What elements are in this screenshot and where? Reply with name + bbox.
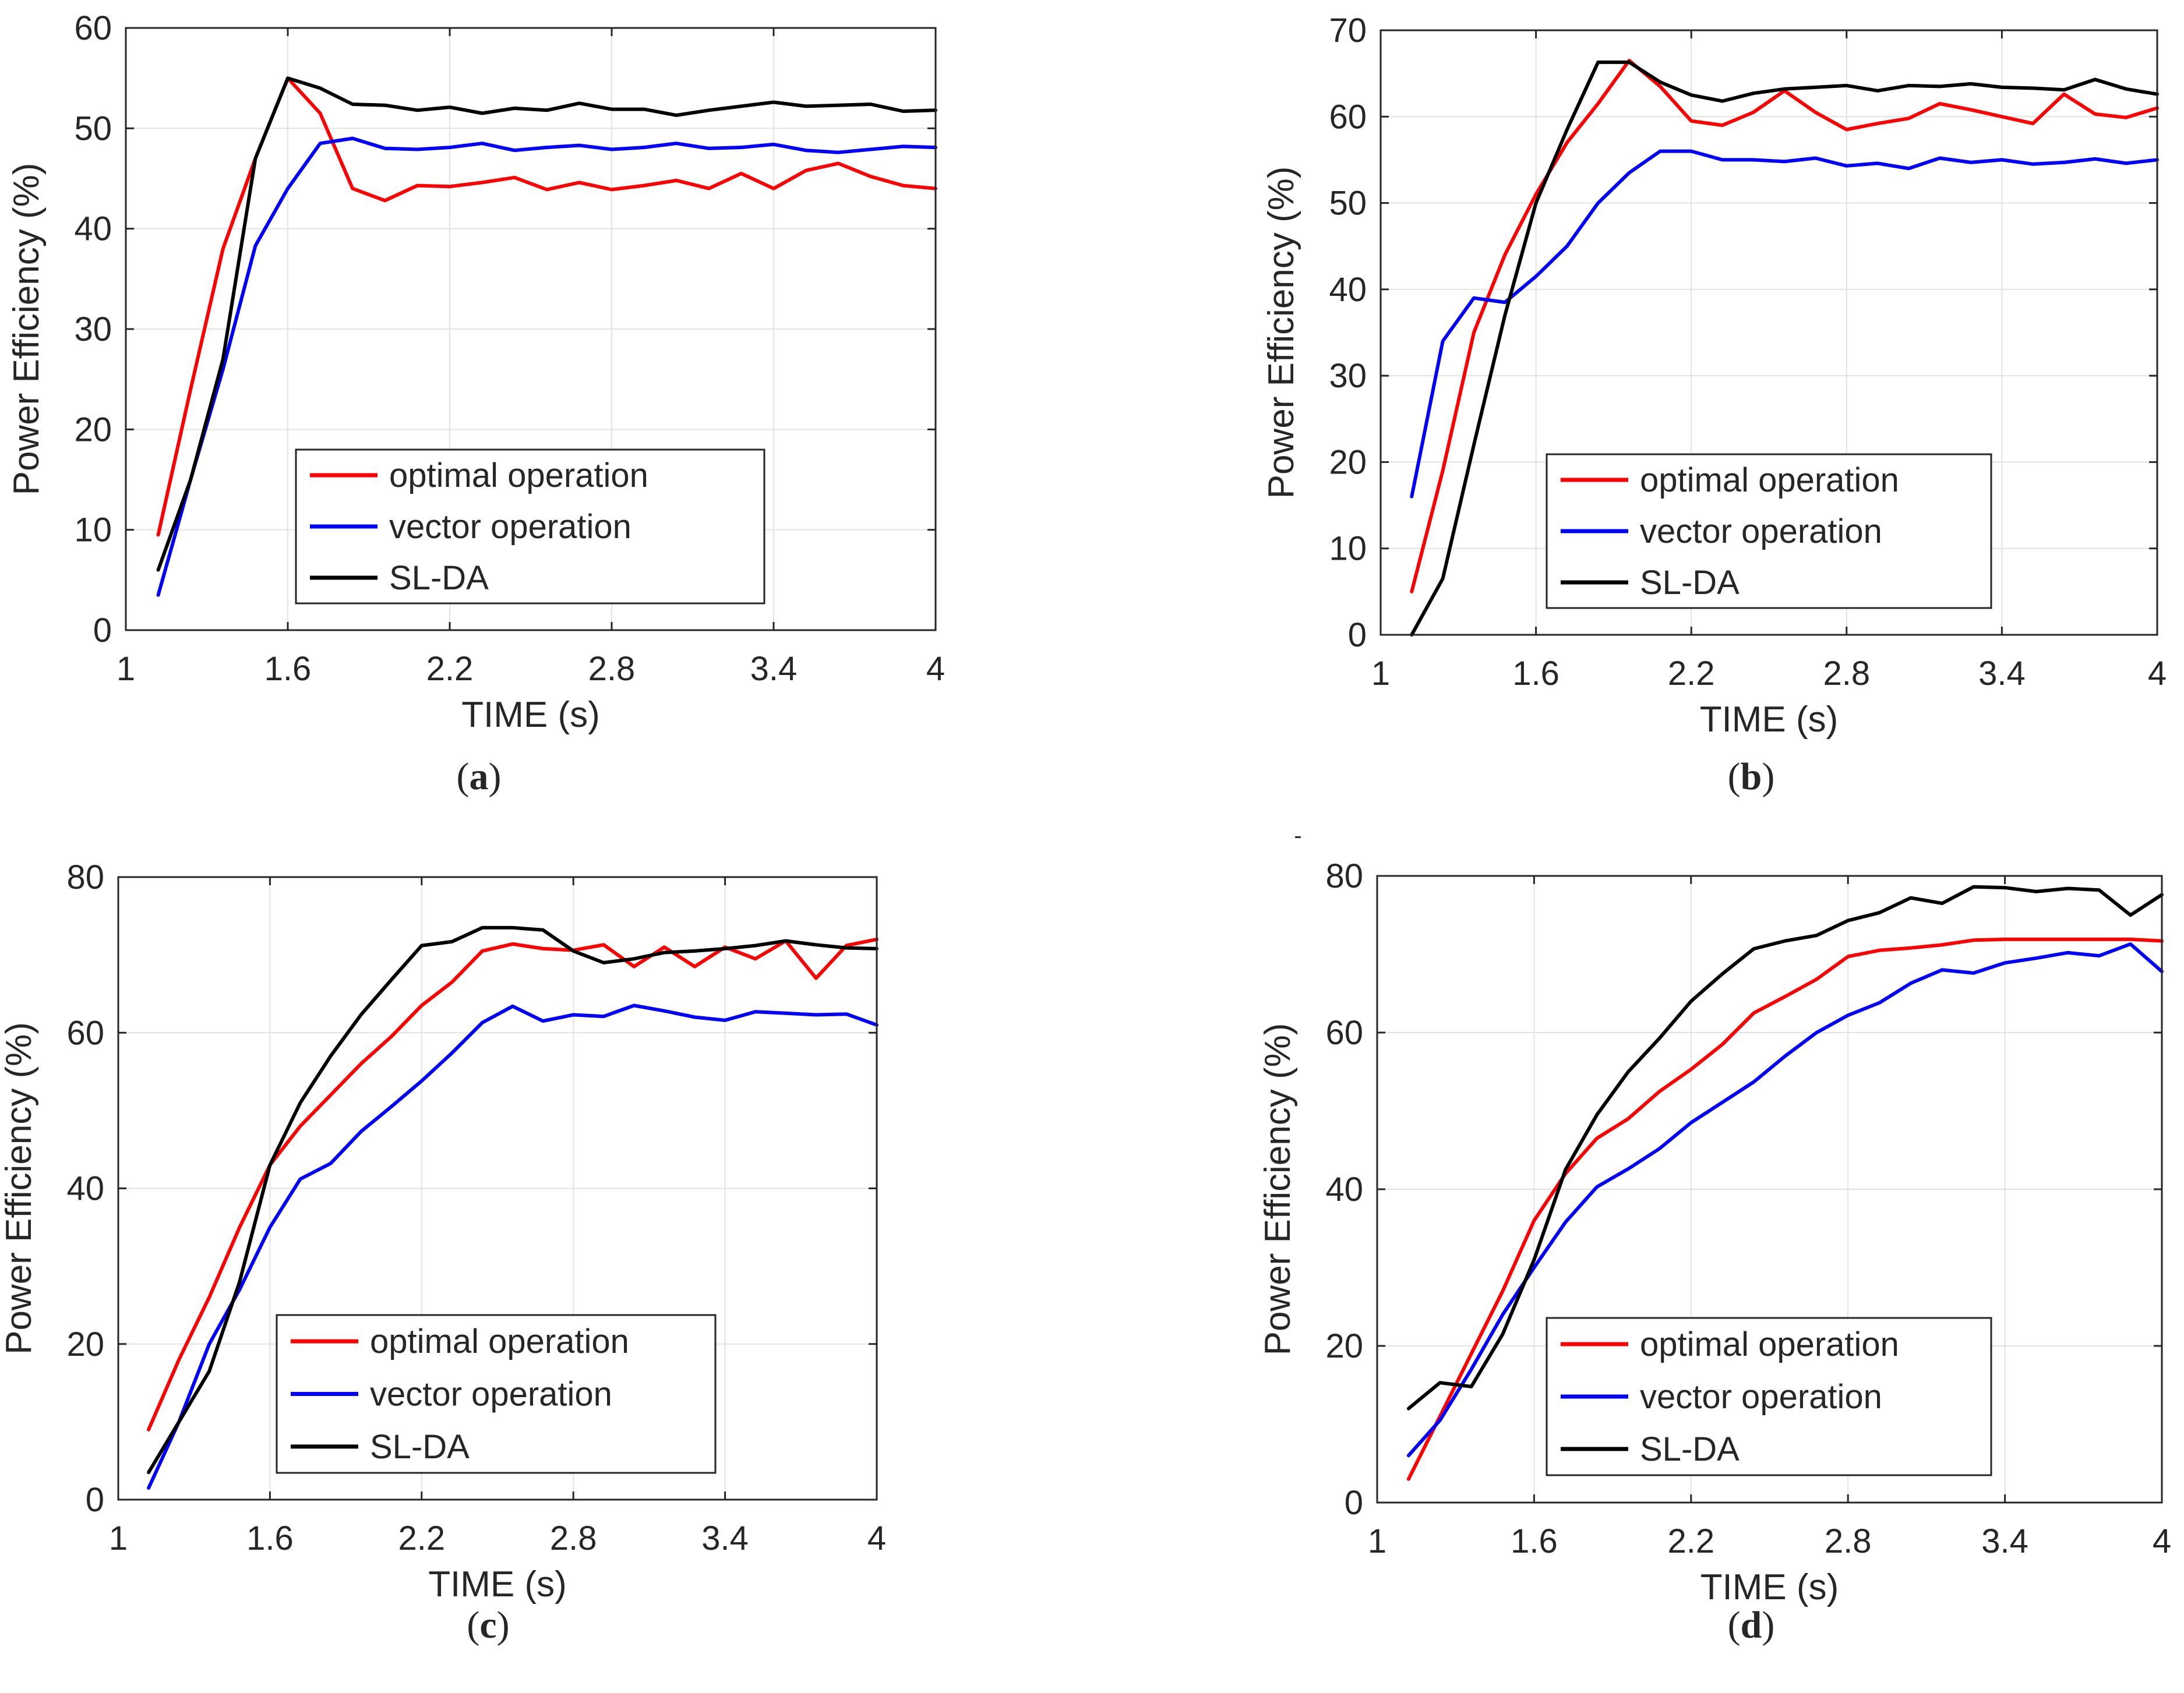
chart-a-x-tick-label: 3.4 [750, 650, 798, 688]
chart-d-legend-label-vector-operation: vector operation [1640, 1378, 1882, 1416]
chart-a-y-tick-label: 30 [74, 310, 112, 348]
chart-a-legend: optimal operation vector operation SL-DA [295, 448, 765, 605]
chart-d-y-tick-label: 40 [1325, 1171, 1363, 1208]
chart-b-axes-box [1379, 29, 2158, 636]
chart-c-x-axis-label: TIME (s) [428, 1564, 567, 1604]
chart-b-legend-label-optimal-operation: optimal operation [1640, 461, 1899, 499]
chart-b-x-tick-label: 1.6 [1512, 655, 1560, 692]
chart-c-y-tick-label: 60 [66, 1014, 104, 1052]
chart-c-y-tick-label: 80 [66, 858, 104, 896]
chart-b-x-tick-label: 2.8 [1823, 655, 1870, 692]
chart-d-x-tick-label: 2.8 [1825, 1522, 1872, 1560]
chart-a-series-sl-da [156, 76, 937, 572]
chart-b-legend-label-vector-operation: vector operation [1640, 513, 1882, 550]
chart-a-x-axis-label: TIME (s) [461, 695, 600, 735]
chart-b-y-tick-label: 0 [1348, 616, 1367, 654]
chart-b-x-axis-label: TIME (s) [1700, 699, 1839, 740]
chart-c-y-tick-label: 20 [66, 1326, 104, 1363]
chart-b-x-tick-label: 2.2 [1668, 655, 1715, 692]
chart-b-legend: optimal operation vector operation SL-DA [1546, 453, 1992, 609]
chart-d-legend-label-sl-da: SL-DA [1640, 1430, 1740, 1468]
chart-c-x-tick-label: 4 [867, 1519, 886, 1557]
chart-a-y-tick-label: 60 [74, 9, 112, 47]
chart-c-x-tick-label: 3.4 [701, 1519, 749, 1557]
chart-c-legend-label-sl-da: SL-DA [370, 1428, 470, 1466]
chart-a-y-tick-label: 0 [93, 612, 112, 649]
chart-c-legend-label-vector-operation: vector operation [370, 1376, 612, 1413]
chart-c-y-axis-label: Power Efficiency (%) [0, 1022, 39, 1355]
chart-a-y-tick-label: 50 [74, 109, 112, 147]
chart-b-y-tick-label: 30 [1329, 357, 1367, 395]
chart-a-legend-label-optimal-operation: optimal operation [389, 457, 648, 494]
chart-a-y-axis-label: Power Efficiency (%) [6, 163, 47, 496]
chart-d-x-tick-label: 1 [1368, 1522, 1386, 1560]
chart-d-x-tick-label: 1.6 [1511, 1522, 1558, 1560]
chart-d-y-tick-label: 20 [1325, 1327, 1363, 1365]
chart-a-x-tick-label: 2.2 [426, 650, 474, 688]
chart-c-x-tick-label: 1.6 [246, 1519, 294, 1557]
chart-a-series-vector-operation [156, 136, 937, 597]
chart-a-x-tick-label: 1 [117, 650, 135, 688]
chart-b-x-tick-label: 1 [1371, 655, 1390, 692]
chart-d-legend: optimal operation vector operation SL-DA [1546, 1317, 1992, 1476]
chart-c-caption: (c) [467, 1604, 509, 1646]
chart-a-caption: (a) [457, 755, 502, 798]
chart-d-series-sl-da [1406, 885, 2164, 1411]
chart-c-legend: optimal operation vector operation SL-DA [276, 1314, 717, 1474]
chart-a-legend-label-sl-da: SL-DA [389, 559, 489, 597]
chart-d-x-tick-label: 4 [2153, 1522, 2171, 1560]
chart-b-y-tick-label: 10 [1329, 530, 1367, 568]
chart-c-x-tick-label: 1 [109, 1519, 128, 1557]
chart-a-x-tick-label: 4 [926, 650, 945, 688]
chart-a-legend-label-vector-operation: vector operation [389, 508, 631, 546]
chart-b-caption: (b) [1728, 755, 1775, 798]
chart-b-legend-label-sl-da: SL-DA [1640, 564, 1740, 602]
chart-c-x-tick-label: 2.8 [550, 1519, 597, 1557]
chart-b-y-axis-label: Power Efficiency (%) [1261, 167, 1301, 499]
chart-a-x-tick-label: 2.8 [588, 650, 636, 688]
chart-b-y-tick-label: 60 [1329, 98, 1367, 136]
chart-d-x-tick-label: 2.2 [1667, 1522, 1714, 1560]
chart-d-y-tick-label: 60 [1325, 1014, 1363, 1052]
chart-d-series-vector-operation [1406, 942, 2164, 1458]
chart-c-series-vector-operation [147, 1003, 878, 1490]
chart-b-y-tick-label: 70 [1329, 12, 1367, 50]
chart-b-series-sl-da [1410, 60, 2159, 637]
chart-a-x-tick-label: 1.6 [264, 650, 312, 688]
chart-b-x-tick-label: 3.4 [1978, 655, 2026, 692]
chart-d-legend-label-optimal-operation: optimal operation [1640, 1326, 1899, 1363]
chart-c-y-tick-label: 40 [66, 1170, 104, 1208]
chart-c-series-sl-da [147, 925, 878, 1475]
chart-d-x-tick-label: 3.4 [1981, 1522, 2028, 1560]
chart-d-y-tick-label: 0 [1345, 1484, 1363, 1522]
chart-b-x-tick-label: 4 [2148, 655, 2167, 692]
chart-b-series-vector-operation [1410, 149, 2159, 499]
chart-d-caption: (d) [1728, 1604, 1775, 1646]
chart-b-y-tick-label: 20 [1329, 443, 1367, 481]
chart-a-y-tick-label: 20 [74, 411, 112, 448]
chart-d-y-axis-label: Power Efficiency (%) [1258, 1023, 1298, 1356]
chart-c-y-tick-label: 0 [86, 1481, 104, 1519]
chart-d-series-optimal-operation [1406, 937, 2164, 1481]
stray-mark: - [1294, 823, 1301, 849]
chart-a-y-tick-label: 10 [74, 511, 112, 549]
chart-a-y-tick-label: 40 [74, 210, 112, 248]
chart-c-legend-label-optimal-operation: optimal operation [370, 1323, 629, 1360]
chart-d-y-tick-label: 80 [1325, 857, 1363, 895]
chart-d-x-axis-label: TIME (s) [1700, 1567, 1839, 1607]
chart-b-y-tick-label: 40 [1329, 271, 1367, 309]
chart-b-y-tick-label: 50 [1329, 185, 1367, 222]
chart-c-x-tick-label: 2.2 [398, 1519, 445, 1557]
